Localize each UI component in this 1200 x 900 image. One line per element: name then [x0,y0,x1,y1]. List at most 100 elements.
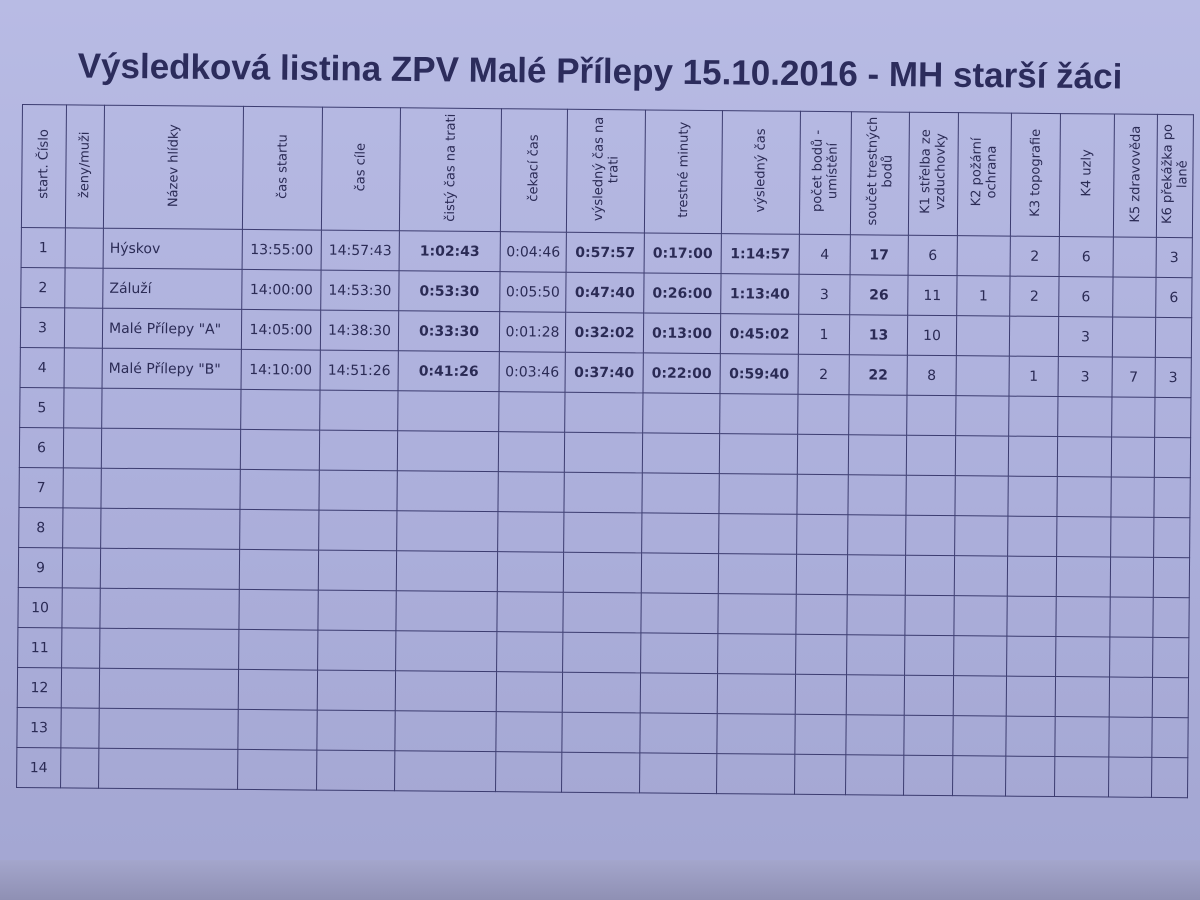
column-header: čekací čas [500,108,568,233]
table-cell [903,715,954,756]
table-cell [957,235,1011,277]
table-cell [101,388,242,430]
table-cell [1007,476,1058,517]
table-cell [1006,596,1057,637]
table-cell: Záluží [102,268,243,310]
document-title: Výsledková listina ZPV Malé Přílepy 15.1… [77,46,1123,97]
table-cell: 1 [1008,356,1059,397]
table-cell [1113,237,1157,278]
table-cell [397,430,499,472]
table-cell: 0:01:28 [499,311,566,353]
table-cell: 9 [18,547,63,588]
table-cell [1005,756,1055,797]
table-cell: 7 [1111,357,1156,398]
table-cell: 2 [1010,236,1060,277]
column-header-label: čistý čas na trati [442,113,459,222]
table-cell [99,588,240,630]
table-cell [1056,556,1111,598]
table-cell [496,631,563,673]
table-cell: 10 [907,315,957,356]
table-cell [394,710,497,752]
table-cell [100,468,241,510]
table-cell [238,629,318,671]
table-cell: 6 [908,235,958,276]
table-cell [1110,517,1154,558]
table-cell [639,712,718,754]
table-cell [794,714,847,755]
column-header-label: K1 střelba ze vzduchovky [918,129,949,215]
table-cell [1006,636,1056,677]
table-cell [498,431,565,473]
table-cell [1006,676,1056,717]
table-cell [396,550,498,592]
table-cell [62,547,101,589]
table-cell: 0:13:00 [643,312,721,354]
table-cell [846,594,906,636]
table-cell [906,435,956,476]
table-cell [1151,717,1189,758]
table-cell [952,715,1007,757]
table-cell [1008,396,1058,437]
column-header: K6 překážka po laně [1156,114,1194,238]
table-cell: 0:47:40 [565,272,645,313]
table-cell [904,595,955,636]
table-cell [237,749,317,791]
table-cell [1110,557,1154,598]
table-cell [1152,597,1190,638]
table-cell [63,427,102,469]
column-header-label: trestné minuty [675,121,692,218]
table-cell [1155,317,1192,358]
column-header: Název hlídky [103,105,244,230]
table-cell [1056,476,1112,518]
table-cell [100,508,240,550]
table-cell [319,390,399,431]
table-cell [1055,596,1111,638]
table-cell: 0:33:30 [398,310,500,352]
column-header-label: ženy/muži [77,131,93,198]
table-cell [905,475,956,516]
table-cell: 1 [956,275,1011,317]
table-cell [238,669,318,711]
table-cell [954,475,1009,517]
column-header-label: K4 uzly [1079,149,1095,198]
table-cell [395,670,497,712]
table-cell [561,752,640,793]
table-cell [563,472,643,513]
table-cell: 1 [21,227,66,268]
table-cell [953,675,1007,717]
table-cell [906,395,956,436]
table-cell [318,510,397,551]
results-table: start. Číslo ženy/muži Název hlídky čas sta… [16,104,1194,798]
table-cell [498,391,566,433]
table-cell [795,594,848,635]
column-header: výsledný čas na trati [566,109,646,233]
table-cell [794,754,846,795]
column-header-label: start. Číslo [36,129,52,200]
table-cell [1055,676,1110,718]
table-cell [718,513,797,555]
table-cell [1055,636,1110,678]
column-header: K2 požární ochrana [957,112,1012,237]
table-cell [847,474,907,516]
table-cell [904,675,954,716]
table-cell: 14 [16,747,61,788]
column-header-label: počet bodů - umístění [810,129,841,213]
table-cell: 3 [1057,356,1113,398]
table-cell: 17 [850,234,909,276]
table-cell [64,307,103,349]
table-cell [317,590,397,631]
table-cell [239,549,319,591]
table-cell [1109,597,1154,638]
table-cell [1007,556,1057,597]
table-cell: 1:02:43 [399,230,501,272]
table-cell [1153,517,1190,558]
table-cell [64,267,104,309]
table-cell: 0:05:50 [499,271,567,313]
table-cell [795,634,847,675]
table-cell [496,671,563,713]
column-header: trestné minuty [644,109,723,234]
table-cell [1154,397,1191,438]
column-header: součet trestných bodů [850,111,910,236]
table-cell [239,509,319,551]
table-cell: 3 [20,307,65,348]
